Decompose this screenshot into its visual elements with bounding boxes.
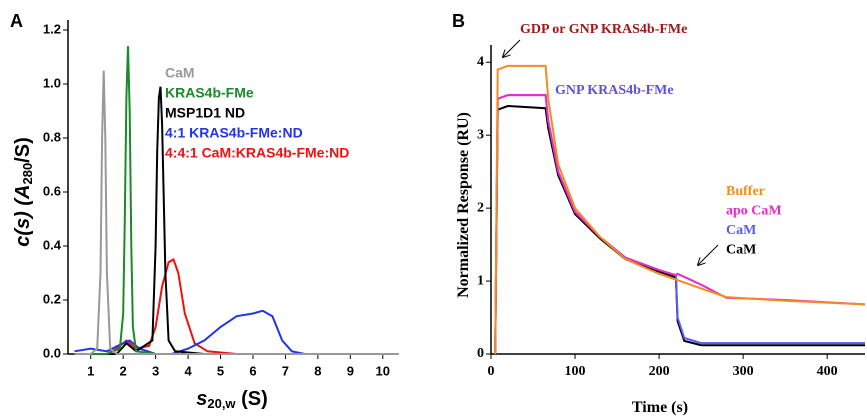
legend-entry: KRAS4b-FMe (165, 85, 254, 101)
legend-entry: MSP1D1 ND (165, 105, 245, 121)
y-axis-label: c(s) (A280/S) (12, 137, 35, 247)
legend-entry: 4:4:1 CaM:KRAS4b-FMe:ND (165, 145, 349, 161)
label-sub: 20,w (207, 396, 236, 411)
x-tick-label: 300 (733, 364, 754, 379)
y-tick-label: 4 (477, 55, 484, 70)
x-tick-label: 0 (488, 364, 495, 379)
label-text: s (196, 388, 207, 410)
y-axis-label: Normalized Response (RU) (455, 112, 472, 298)
x-tick-label: 200 (649, 364, 670, 379)
x-tick-label: 4 (184, 363, 192, 378)
legend-entry: 4:1 KRAS4b-FMe:ND (165, 125, 303, 141)
series-line (74, 70, 399, 355)
legend-entry: CaM (726, 243, 756, 258)
panel-label: B (452, 11, 465, 31)
y-tick-label: 1 (477, 273, 484, 288)
series-line (494, 104, 865, 355)
arrow (503, 39, 521, 57)
y-tick-label: 0.4 (43, 237, 62, 252)
label-text: Time (s) (632, 399, 688, 416)
x-axis-label: Time (s) (632, 399, 688, 416)
y-tick-label: 0.0 (43, 345, 61, 360)
y-tick-label: 0.2 (43, 291, 61, 306)
y-tick-label: 2 (477, 200, 484, 215)
y-tick-label: 0.6 (43, 183, 61, 198)
legend-entry: CaM (165, 65, 195, 81)
panel-label: A (10, 11, 23, 31)
series-line (74, 309, 399, 355)
x-tick-label: 3 (152, 363, 159, 378)
y-tick-label: 3 (477, 127, 484, 142)
y-tick-label: 0 (477, 346, 484, 361)
x-tick-label: 10 (376, 363, 390, 378)
x-tick-label: 400 (817, 364, 838, 379)
series-line (74, 86, 399, 355)
label-text: c(s) (A (12, 185, 34, 247)
label-text: Normalized Response (RU) (455, 112, 472, 298)
x-tick-label: 100 (565, 364, 586, 379)
y-tick-label: 0.8 (43, 129, 61, 144)
x-tick-label: 8 (314, 363, 321, 378)
x-tick-label: 1 (87, 363, 94, 378)
x-tick-label: 9 (347, 363, 354, 378)
label-sub: 280 (20, 163, 35, 185)
legend-entry: Buffer (726, 184, 765, 199)
x-tick-label: 5 (217, 363, 224, 378)
arrow (698, 244, 719, 265)
legend-entry: CaM (726, 223, 756, 238)
series-line (74, 46, 399, 355)
y-tick-label: 1.0 (43, 75, 61, 90)
label-suffix: /S) (12, 137, 34, 163)
y-tick-label: 1.2 (43, 21, 61, 36)
x-tick-label: 2 (120, 363, 127, 378)
series-line (494, 64, 866, 355)
x-axis-label: s20,w (S) (196, 388, 268, 411)
x-tick-label: 7 (282, 363, 289, 378)
legend-entry: apo CaM (726, 204, 782, 219)
label-suffix: (S) (236, 388, 268, 410)
series-line (494, 94, 866, 355)
x-tick-label: 6 (249, 363, 256, 378)
annotation: GDP or GNP KRAS4b-FMe (520, 22, 687, 37)
annotation: GNP KRAS4b-FMe (555, 83, 674, 98)
